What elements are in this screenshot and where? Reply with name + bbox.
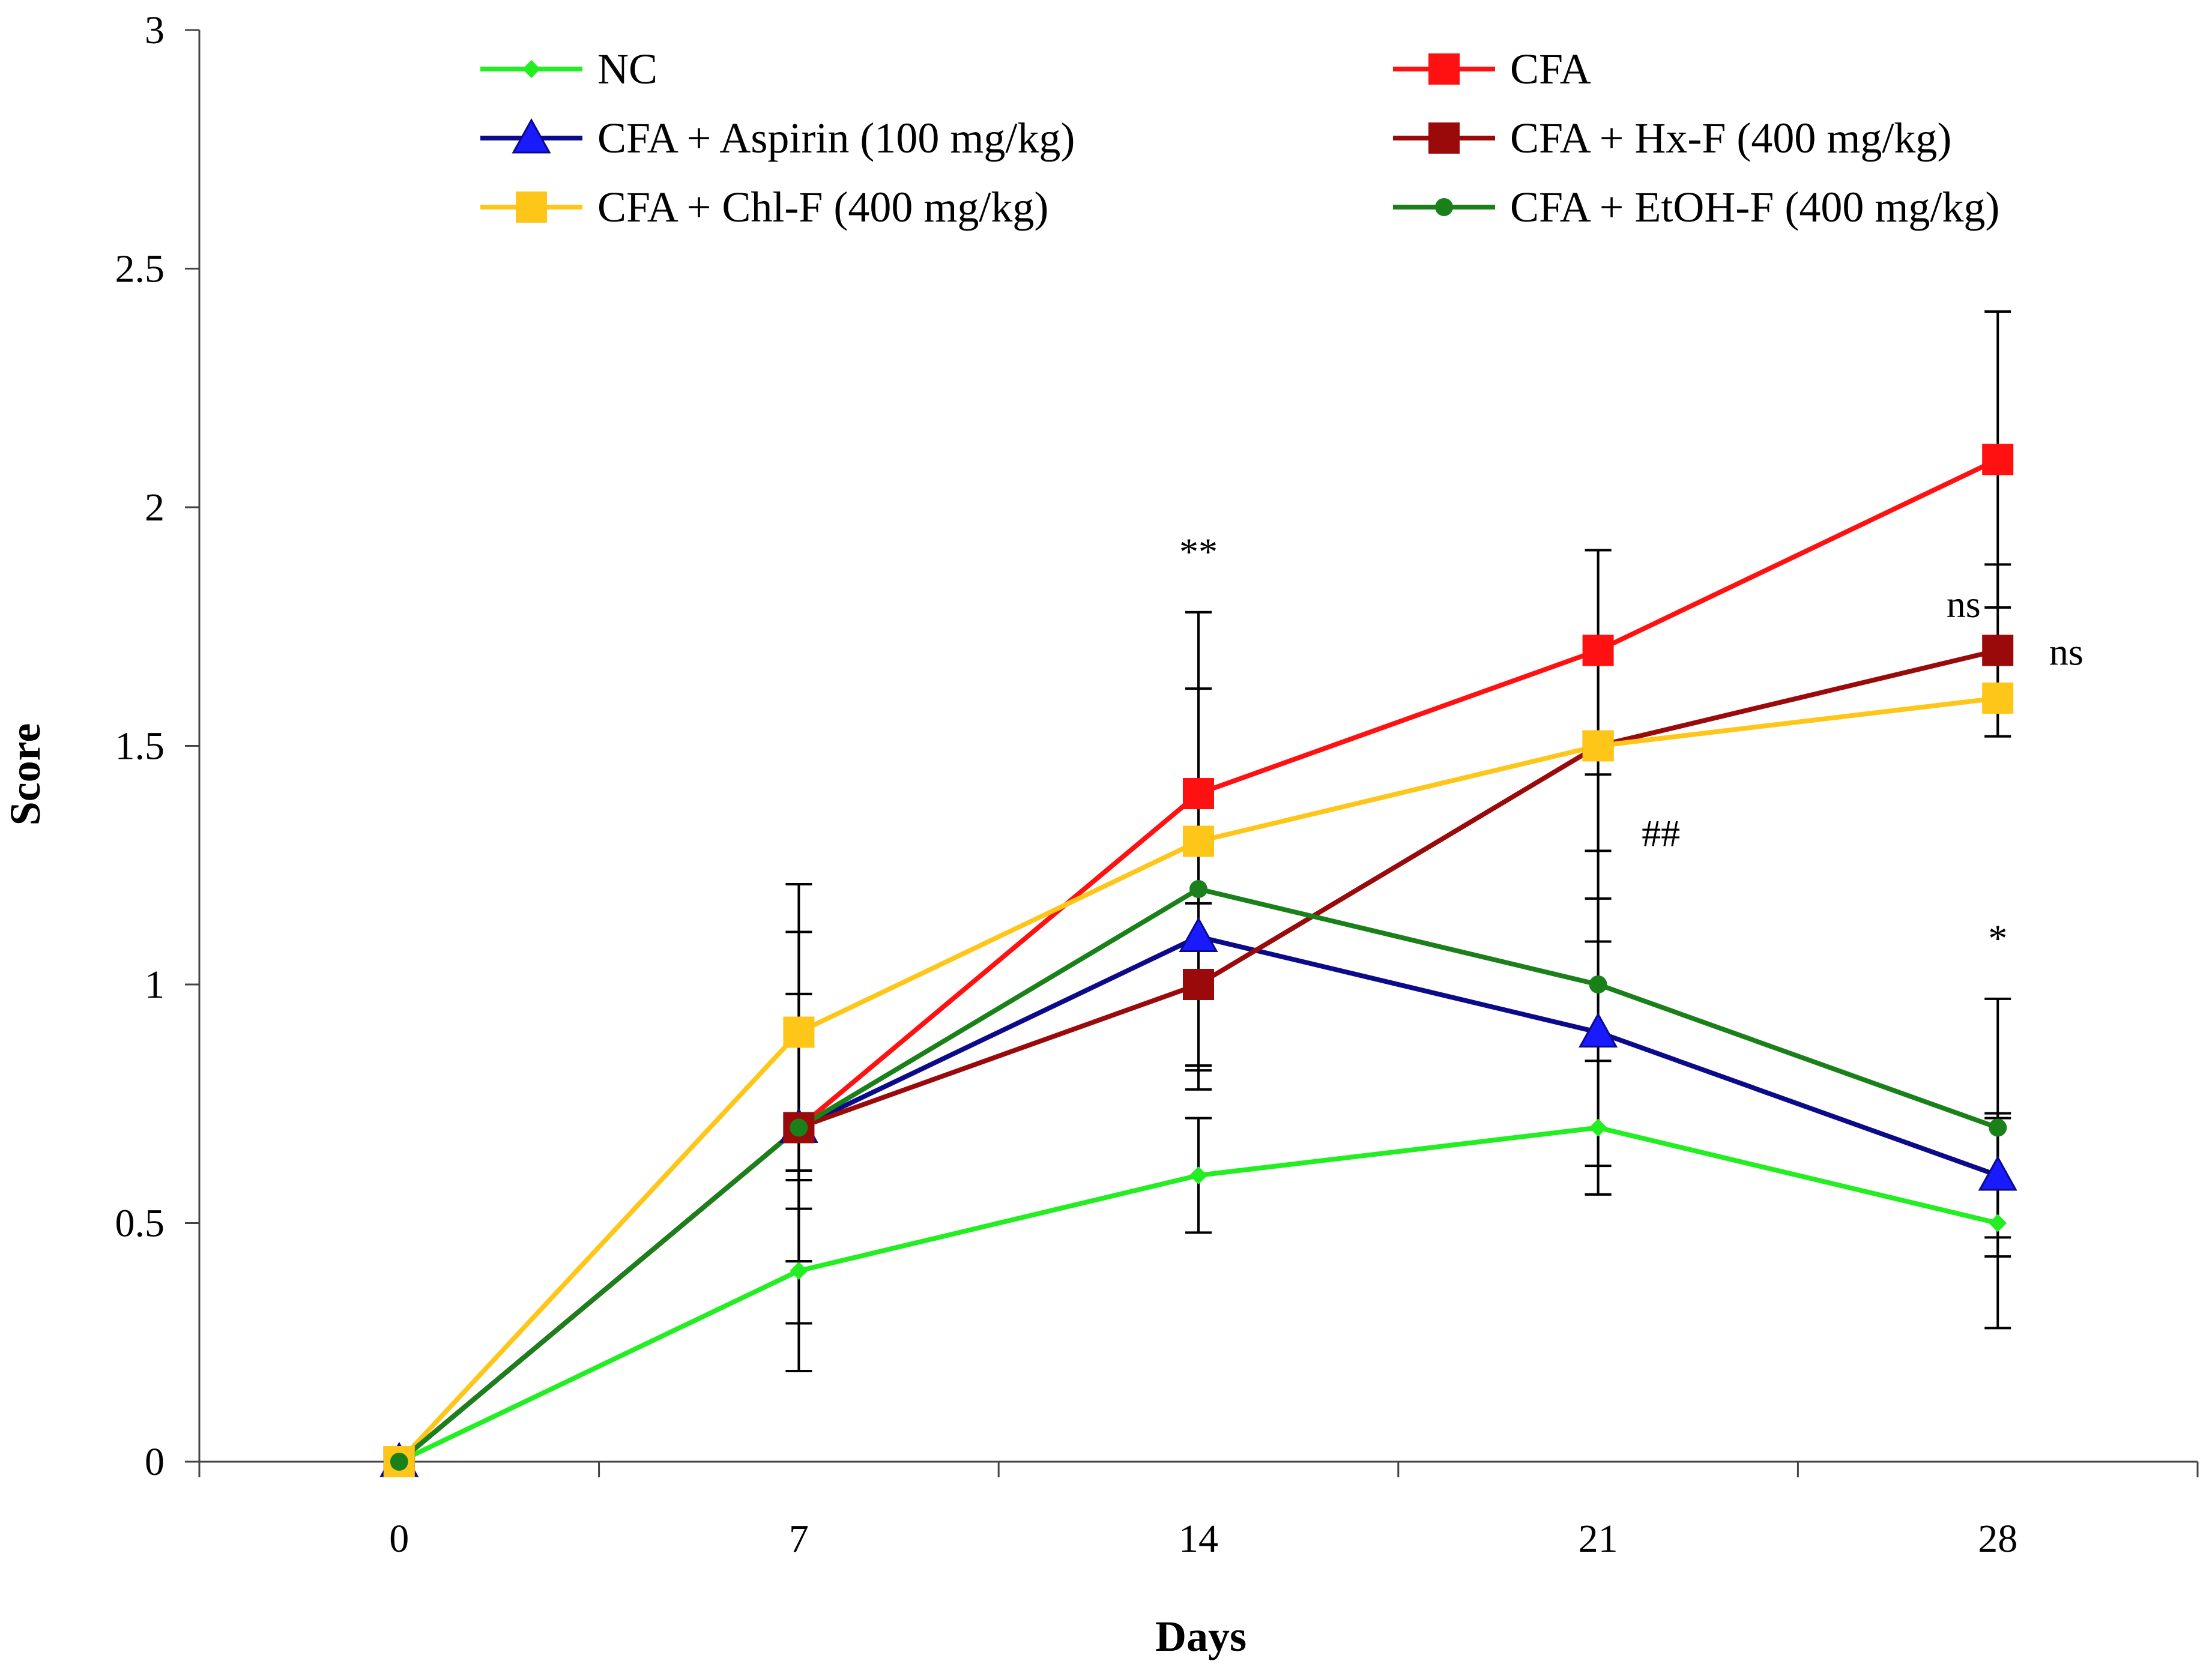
legend-label: CFA + EtOH-F (400 mg/kg) (1510, 183, 1999, 231)
significance-annotation: ns (1947, 583, 1981, 625)
error-bars (785, 310, 2011, 1372)
legend-label: CFA + Chl-F (400 mg/kg) (597, 183, 1048, 231)
data-point (783, 1016, 815, 1048)
y-tick-label: 1 (145, 963, 165, 1007)
significance-annotation: * (1988, 917, 2007, 959)
data-point (790, 1118, 808, 1137)
data-point (390, 1453, 408, 1471)
legend-label: CFA + Hx-F (400 mg/kg) (1510, 114, 1951, 162)
data-point (1189, 1166, 1207, 1184)
legend-swatch-marker (516, 191, 547, 223)
data-point (1982, 444, 2014, 475)
legend-swatch-marker (512, 118, 551, 154)
data-point (1579, 1012, 1618, 1048)
series-markers (379, 444, 2017, 1477)
data-point (1989, 1214, 2007, 1232)
data-point (1183, 825, 1214, 857)
data-point (1582, 635, 1614, 666)
x-tick-label: 28 (1978, 1517, 2017, 1561)
data-point (783, 1112, 815, 1144)
data-point (1179, 917, 1218, 952)
y-tick-label: 1.5 (115, 725, 165, 768)
x-tick-label: 0 (389, 1517, 409, 1561)
data-point (1183, 778, 1214, 809)
annotations: ** ns ns ## * (1179, 530, 2084, 959)
data-point (790, 1262, 808, 1280)
data-point (1989, 1118, 2007, 1137)
axes: 0 0.5 1 1.5 2 2.5 3 0 7 14 21 28 (115, 8, 2199, 1561)
y-tick-label: 3 (145, 8, 165, 52)
y-axis-title: Score (1, 723, 49, 826)
x-tick-label: 7 (789, 1517, 809, 1561)
data-point (1982, 683, 2014, 714)
legend-label: NC (597, 45, 657, 93)
data-point (1978, 1155, 2017, 1191)
legend-swatch-marker (1428, 122, 1460, 154)
y-tick-label: 0.5 (115, 1202, 165, 1246)
data-point (1582, 730, 1614, 762)
significance-annotation: ** (1179, 530, 1218, 573)
y-tick-label: 2 (145, 486, 165, 529)
data-point (1183, 969, 1214, 1000)
y-tick-label: 2.5 (115, 247, 165, 291)
legend-swatch-marker (1428, 53, 1460, 85)
data-point (1589, 975, 1607, 993)
x-tick-label: 21 (1579, 1517, 1618, 1561)
data-point (1982, 635, 2014, 666)
x-tick-label: 14 (1179, 1517, 1218, 1561)
legend-swatch-marker (1435, 198, 1453, 216)
legend-label: CFA (1510, 45, 1591, 93)
x-axis-title: Days (1155, 1612, 1247, 1660)
legend-swatch-marker (522, 60, 540, 78)
significance-annotation: ## (1642, 812, 1680, 854)
data-point (1589, 1118, 1607, 1137)
y-tick-label: 0 (145, 1440, 165, 1484)
significance-annotation: ns (2049, 630, 2084, 673)
legend-label: CFA + Aspirin (100 mg/kg) (597, 114, 1075, 162)
legend: NC CFA CFA + Aspirin (100 mg/kg) CFA + Hx-F… (480, 45, 1999, 231)
data-point (1189, 880, 1207, 898)
